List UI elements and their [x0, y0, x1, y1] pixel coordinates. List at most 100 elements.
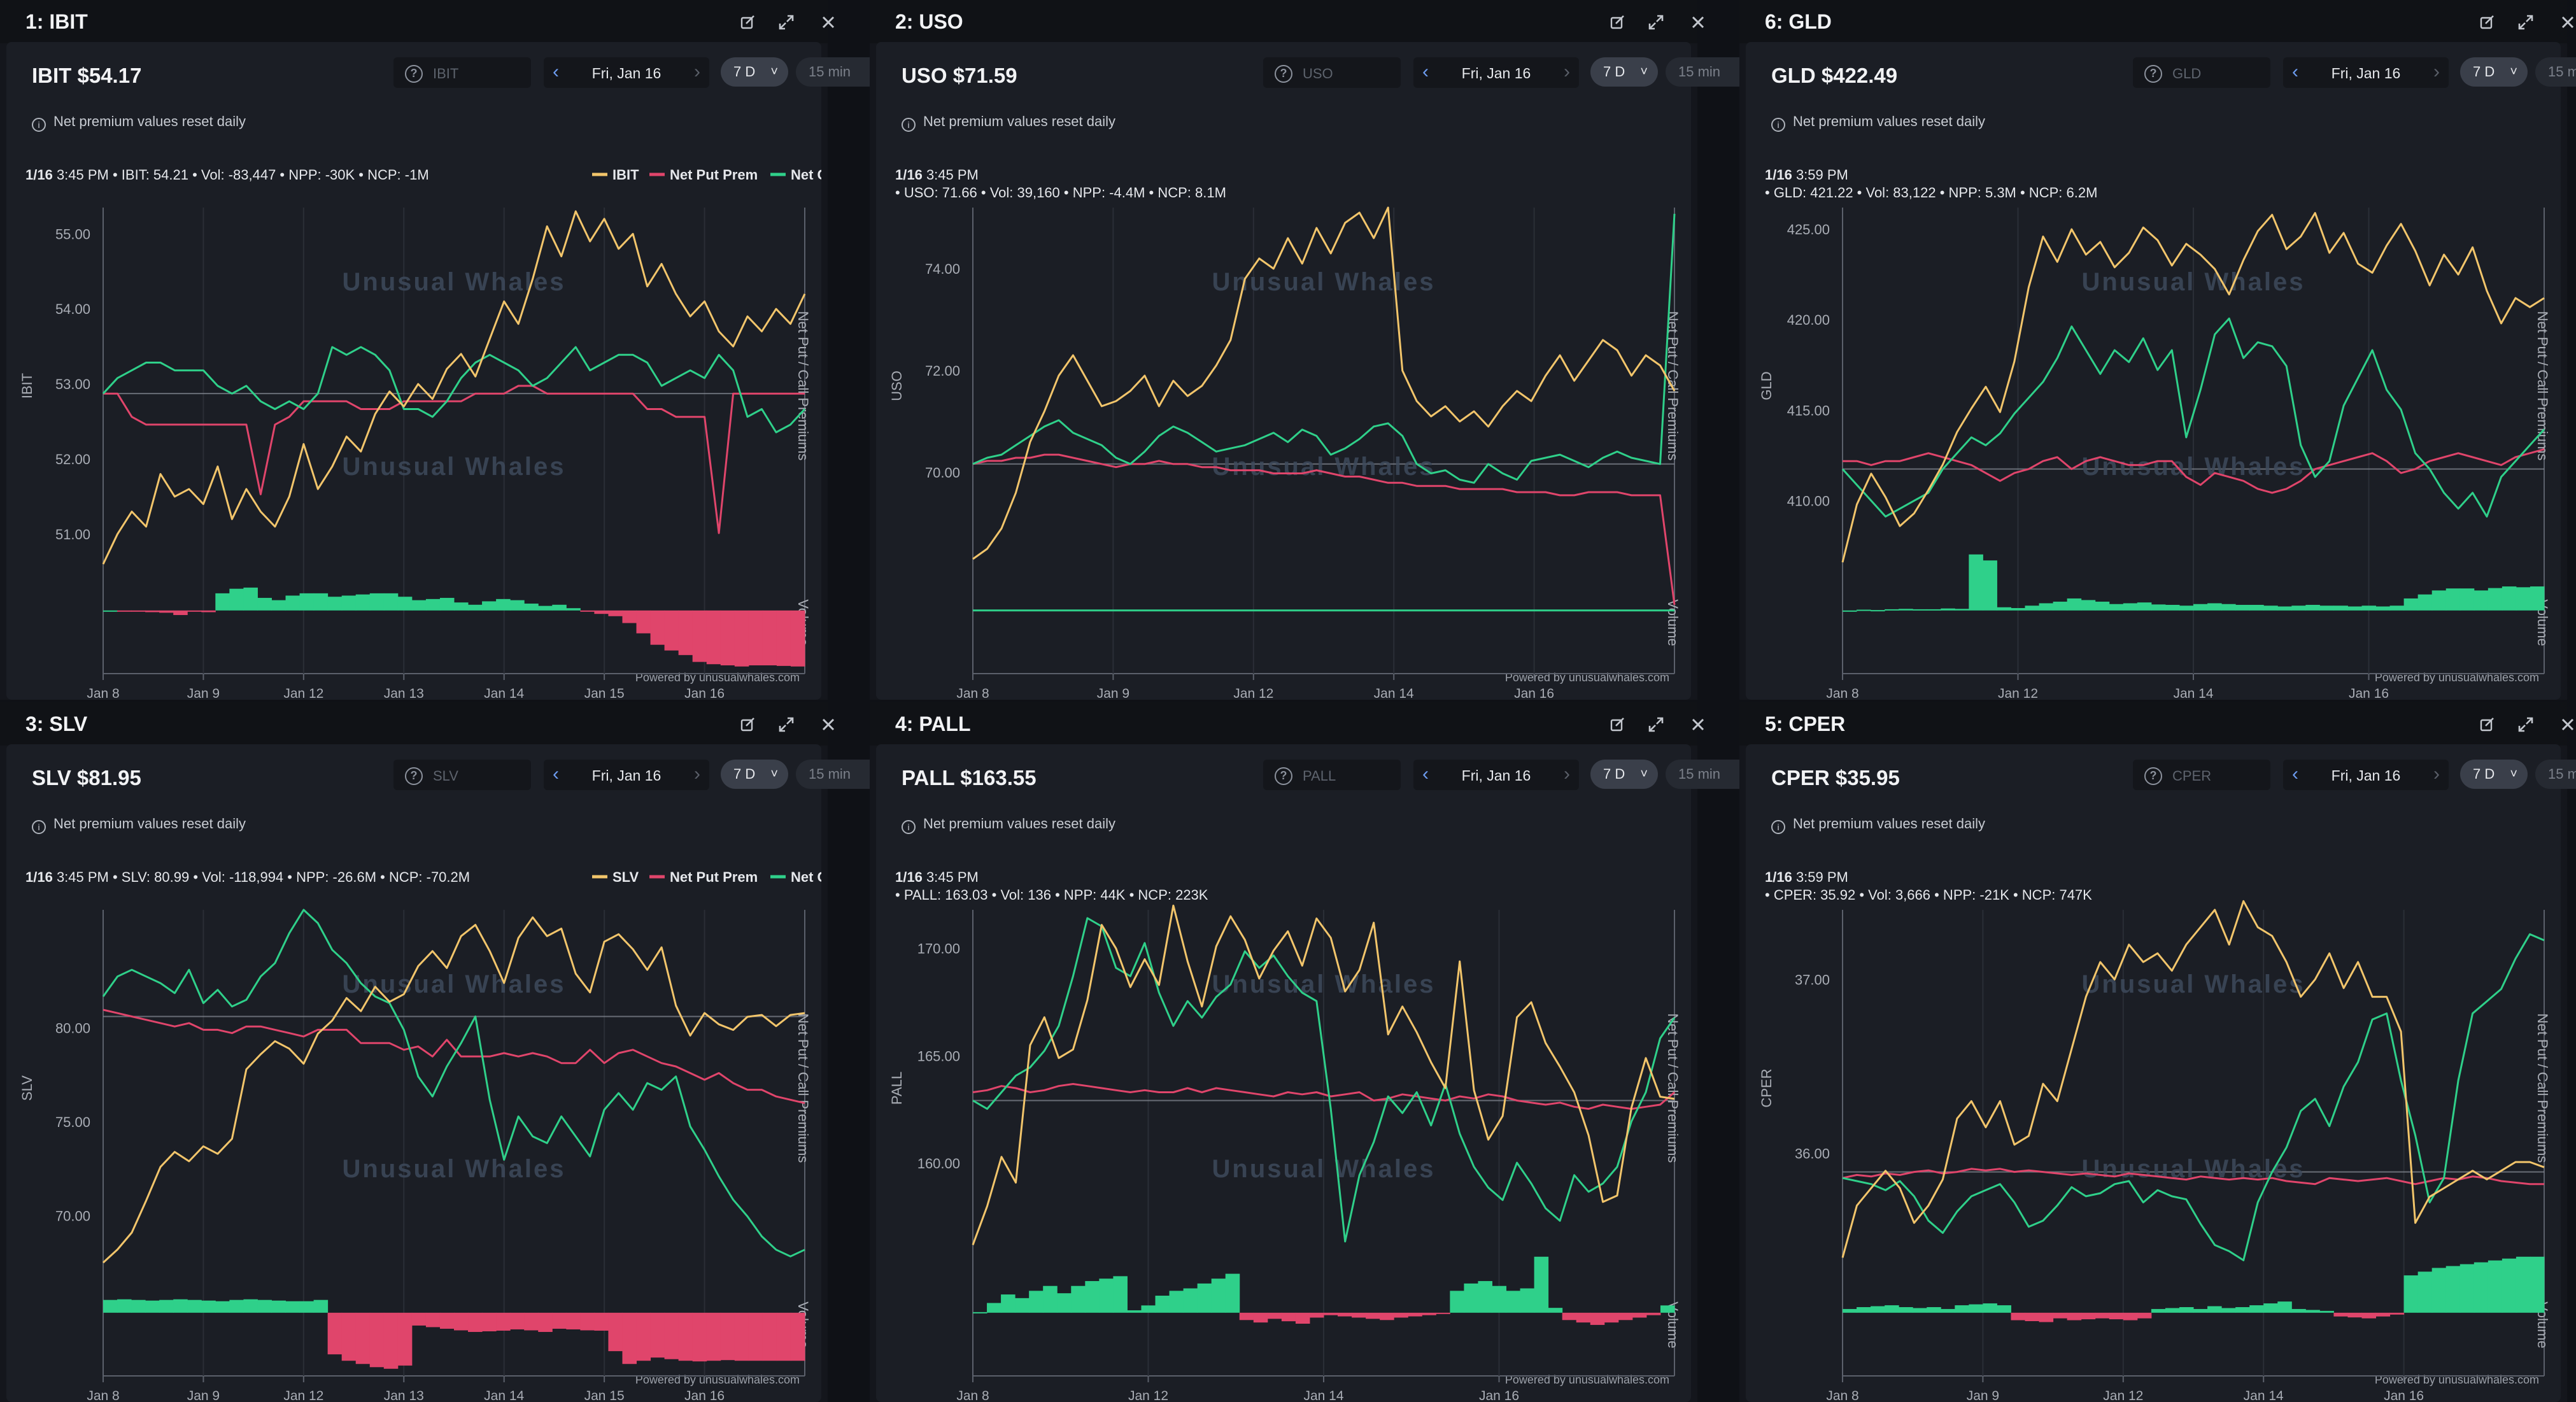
chevron-left-icon[interactable]: ‹: [1422, 763, 1429, 784]
range-select[interactable]: 7 D ˅: [1590, 57, 1658, 87]
chevron-right-icon[interactable]: ›: [1564, 763, 1570, 784]
expand-icon[interactable]: [1646, 715, 1666, 734]
ticker-search-input[interactable]: ? PALL: [1263, 760, 1401, 790]
ticker-last-price: $81.95: [76, 766, 141, 790]
ticker-search-input[interactable]: ? IBIT: [393, 57, 531, 88]
chevron-left-icon[interactable]: ‹: [1422, 61, 1429, 82]
volume-bar: [2207, 1306, 2222, 1313]
close-icon[interactable]: [2558, 715, 2576, 734]
volume-bar: [2361, 605, 2377, 611]
ticker-last-price: $422.49: [1821, 64, 1898, 87]
volume-bar: [1281, 1312, 1296, 1322]
chevron-right-icon[interactable]: ›: [2433, 763, 2440, 784]
edit-icon[interactable]: [1608, 13, 1627, 32]
close-icon[interactable]: [819, 13, 838, 32]
chevron-right-icon[interactable]: ›: [694, 61, 700, 82]
volume-bar: [117, 1299, 132, 1313]
x-tick-label: Jan 16: [684, 1389, 725, 1402]
volume-bar: [2488, 1260, 2503, 1313]
edit-icon[interactable]: [2478, 715, 2497, 734]
volume-bar: [1253, 1312, 1268, 1323]
x-tick-label: Jan 8: [1826, 1389, 1858, 1402]
net-call-premium-line: [972, 917, 1676, 1243]
volume-bar: [1927, 609, 1941, 611]
interval-select[interactable]: 15 min˅: [2535, 760, 2576, 789]
price-tick-label: 51.00: [55, 527, 90, 542]
volume-bar: [439, 1312, 455, 1329]
interval-select[interactable]: 15 min˅: [2535, 57, 2576, 87]
volume-bar: [2109, 1312, 2124, 1320]
chevron-left-icon[interactable]: ‹: [553, 763, 559, 784]
edit-icon[interactable]: [2478, 13, 2497, 32]
current-date[interactable]: Fri, Jan 16: [591, 65, 662, 81]
ticker-price: SLV $81.95: [32, 766, 141, 790]
expand-icon[interactable]: [777, 13, 796, 32]
chevron-down-icon: ˅: [1640, 767, 1648, 781]
close-icon[interactable]: [1688, 715, 1708, 734]
price-line: [102, 916, 805, 1264]
range-select[interactable]: 7 D ˅: [1590, 760, 1658, 789]
edit-icon[interactable]: [739, 715, 758, 734]
range-select[interactable]: 7 D ˅: [721, 57, 788, 87]
volume-bar: [2459, 1264, 2475, 1313]
ticker-price: PALL $163.55: [902, 766, 1037, 790]
edit-icon[interactable]: [1608, 715, 1627, 734]
volume-bar: [1885, 1305, 1899, 1313]
close-icon[interactable]: [819, 715, 838, 734]
volume-bar: [973, 1312, 987, 1313]
volume-bar: [2389, 1312, 2405, 1315]
range-select[interactable]: 7 D ˅: [2460, 760, 2528, 789]
interval-value: 15 min: [2548, 766, 2576, 782]
interval-value: 15 min: [809, 64, 851, 80]
current-date[interactable]: Fri, Jan 16: [1461, 767, 1531, 784]
chevron-right-icon[interactable]: ›: [1564, 61, 1570, 82]
volume-axis-label: Volume: [1665, 599, 1681, 646]
expand-icon[interactable]: [777, 715, 796, 734]
price-premium-chart[interactable]: 1/16 3:45 PM • SLV: 80.99 • Vol: -118,99…: [6, 859, 882, 1402]
ticker-price: CPER $35.95: [1771, 766, 1900, 790]
close-icon[interactable]: [2558, 13, 2576, 32]
volume-bar: [2502, 1258, 2517, 1313]
current-date[interactable]: Fri, Jan 16: [2331, 65, 2401, 81]
chevron-left-icon[interactable]: ‹: [2292, 763, 2298, 784]
expand-icon[interactable]: [2516, 13, 2535, 32]
expand-icon[interactable]: [1646, 13, 1666, 32]
ticker-search-input[interactable]: ? GLD: [2133, 57, 2270, 88]
price-premium-chart[interactable]: 1/16 3:59 PM • CPER: 35.92 • Vol: 3,666 •…: [1746, 859, 2576, 1402]
info-details: 3:45 PM: [923, 869, 979, 885]
expand-icon[interactable]: [2516, 715, 2535, 734]
volume-bar: [2277, 606, 2292, 611]
price-premium-chart[interactable]: 1/16 3:45 PM • PALL: 163.03 • Vol: 136 • …: [876, 859, 1727, 1402]
date-navigator: ‹ Fri, Jan 16 ›: [2283, 760, 2449, 790]
ticker-search-input[interactable]: ? USO: [1263, 57, 1401, 88]
price-tick-label: 53.00: [55, 376, 90, 392]
ticker-search-input[interactable]: ? CPER: [2133, 760, 2270, 790]
close-icon[interactable]: [1688, 13, 1708, 32]
volume-bar: [1450, 1291, 1464, 1313]
volume-bar: [2333, 605, 2348, 611]
volume-bar: [566, 608, 581, 611]
current-date[interactable]: Fri, Jan 16: [591, 767, 662, 784]
watermark: Unusual Whales: [1212, 970, 1436, 998]
volume-bar: [201, 610, 216, 612]
volume-bar: [2123, 603, 2138, 611]
ticker-search-input[interactable]: ? SLV: [393, 760, 531, 790]
watermark: Unusual Whales: [2082, 970, 2305, 998]
current-date[interactable]: Fri, Jan 16: [2331, 767, 2401, 784]
chevron-left-icon[interactable]: ‹: [2292, 61, 2298, 82]
volume-bar: [1997, 607, 2011, 611]
price-premium-chart[interactable]: 1/16 3:45 PM • USO: 71.66 • Vol: 39,160 •…: [876, 157, 1719, 717]
chevron-right-icon[interactable]: ›: [2433, 61, 2440, 82]
edit-icon[interactable]: [739, 13, 758, 32]
price-tick-label: 160.00: [917, 1156, 960, 1172]
current-date[interactable]: Fri, Jan 16: [1461, 65, 1531, 81]
volume-bar: [692, 610, 707, 662]
chevron-left-icon[interactable]: ‹: [553, 61, 559, 82]
price-premium-chart[interactable]: 1/16 3:45 PM • IBIT: 54.21 • Vol: -83,44…: [6, 157, 882, 717]
range-select[interactable]: 7 D ˅: [2460, 57, 2528, 87]
range-select[interactable]: 7 D ˅: [721, 760, 788, 789]
chevron-right-icon[interactable]: ›: [694, 763, 700, 784]
chevron-down-icon: ˅: [2510, 767, 2517, 781]
x-tick-label: Jan 16: [2349, 686, 2389, 701]
price-premium-chart[interactable]: 1/16 3:59 PM • GLD: 421.22 • Vol: 83,122 …: [1746, 157, 2576, 717]
